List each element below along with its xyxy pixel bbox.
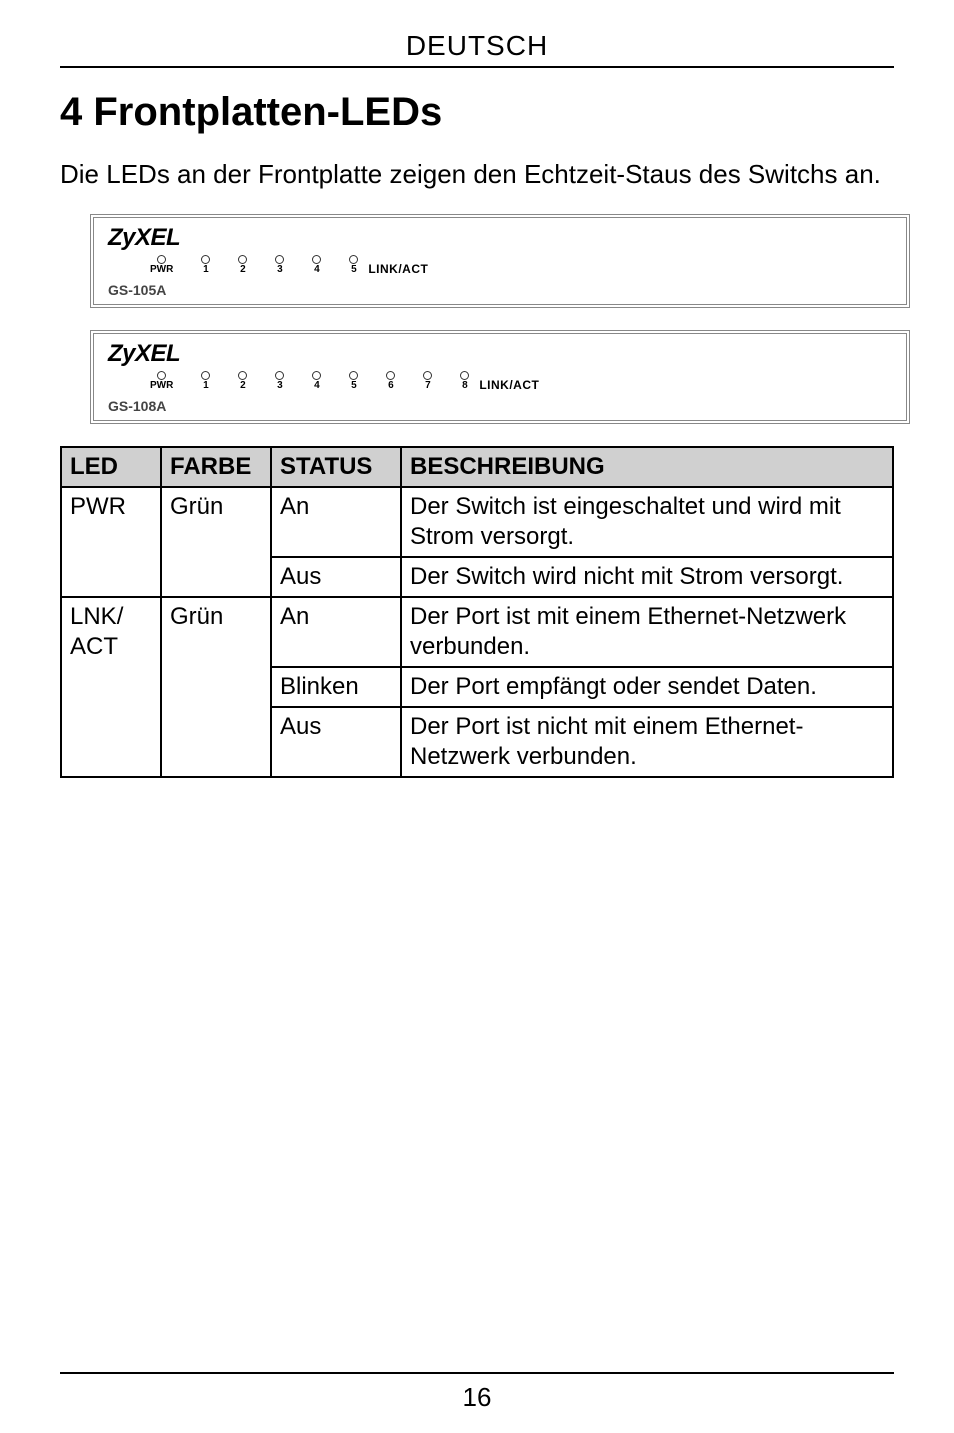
table-row: LNK/ ACT Grün An Der Port ist mit einem … xyxy=(61,597,893,667)
port-number: 4 xyxy=(314,381,320,391)
cell-status: An xyxy=(271,597,401,667)
port-number: 7 xyxy=(425,381,431,391)
table-header-row: LED FARBE STATUS BESCHREIBUNG xyxy=(61,447,893,487)
pwr-led: PWR xyxy=(150,255,173,275)
led-dot-icon xyxy=(157,371,166,380)
port-number: 2 xyxy=(240,265,246,275)
led-row: PWR 1 2 3 4 5 6 7 8 LINK/ACT xyxy=(108,366,892,396)
led-dot-icon xyxy=(312,371,321,380)
port-led: 8 xyxy=(460,371,469,391)
model-label: GS-108A xyxy=(108,398,892,414)
panel-logo: ZyXEL xyxy=(108,340,892,368)
led-dot-icon xyxy=(460,371,469,380)
led-dot-icon xyxy=(201,371,210,380)
port-led: 1 xyxy=(201,255,210,275)
device-panel-gs105a: ZyXEL PWR 1 2 3 4 5 LINK/ACT GS-105A xyxy=(90,214,910,308)
port-number: 1 xyxy=(203,381,209,391)
th-led: LED xyxy=(61,447,161,487)
port-number: 3 xyxy=(277,265,283,275)
cell-led: LNK/ ACT xyxy=(61,597,161,777)
cell-farbe: Grün xyxy=(161,487,271,597)
port-led: 5 xyxy=(349,255,358,275)
device-panel-gs108a: ZyXEL PWR 1 2 3 4 5 6 7 8 LINK/ACT GS-108A xyxy=(90,330,910,424)
port-leds: 1 2 3 4 5 6 7 8 xyxy=(201,371,469,391)
cell-status: Blinken xyxy=(271,667,401,707)
page-footer: 16 xyxy=(0,1372,954,1413)
th-status: STATUS xyxy=(271,447,401,487)
port-led: 2 xyxy=(238,255,247,275)
port-leds: 1 2 3 4 5 xyxy=(201,255,358,275)
pwr-label: PWR xyxy=(150,265,173,275)
port-number: 4 xyxy=(314,265,320,275)
cell-desc: Der Port ist nicht mit einem Ethernet-Ne… xyxy=(401,707,893,777)
port-number: 5 xyxy=(351,381,357,391)
cell-status: An xyxy=(271,487,401,557)
th-farbe: FARBE xyxy=(161,447,271,487)
led-row: PWR 1 2 3 4 5 LINK/ACT xyxy=(108,250,892,280)
led-dot-icon xyxy=(157,255,166,264)
link-act-label: LINK/ACT xyxy=(368,262,428,276)
cell-desc: Der Port empfängt oder sendet Daten. xyxy=(401,667,893,707)
led-dot-icon xyxy=(201,255,210,264)
section-heading: 4 Frontplatten-LEDs xyxy=(60,90,894,135)
port-number: 8 xyxy=(462,381,468,391)
section-title: Frontplatten-LEDs xyxy=(93,90,442,134)
led-dot-icon xyxy=(312,255,321,264)
port-led: 7 xyxy=(423,371,432,391)
port-led: 4 xyxy=(312,255,321,275)
port-led: 3 xyxy=(275,255,284,275)
port-led: 4 xyxy=(312,371,321,391)
port-led: 2 xyxy=(238,371,247,391)
header-language: DEUTSCH xyxy=(60,30,894,62)
led-dot-icon xyxy=(238,371,247,380)
port-led: 1 xyxy=(201,371,210,391)
th-beschreibung: BESCHREIBUNG xyxy=(401,447,893,487)
pwr-label: PWR xyxy=(150,381,173,391)
cell-desc: Der Switch ist eingeschaltet und wird mi… xyxy=(401,487,893,557)
port-led: 5 xyxy=(349,371,358,391)
cell-desc: Der Switch wird nicht mit Strom versorgt… xyxy=(401,557,893,597)
port-led: 3 xyxy=(275,371,284,391)
cell-status: Aus xyxy=(271,707,401,777)
port-number: 3 xyxy=(277,381,283,391)
port-number: 6 xyxy=(388,381,394,391)
led-dot-icon xyxy=(423,371,432,380)
cell-status: Aus xyxy=(271,557,401,597)
page-header: DEUTSCH xyxy=(60,30,894,68)
cell-led: PWR xyxy=(61,487,161,597)
pwr-led: PWR xyxy=(150,371,173,391)
port-number: 1 xyxy=(203,265,209,275)
intro-text: Die LEDs an der Frontplatte zeigen den E… xyxy=(60,157,894,192)
link-act-label: LINK/ACT xyxy=(479,378,539,392)
led-dot-icon xyxy=(349,371,358,380)
cell-desc: Der Port ist mit einem Ethernet-Netzwerk… xyxy=(401,597,893,667)
led-dot-icon xyxy=(275,371,284,380)
led-dot-icon xyxy=(238,255,247,264)
section-number: 4 xyxy=(60,90,82,134)
model-label: GS-105A xyxy=(108,282,892,298)
port-number: 5 xyxy=(351,265,357,275)
panel-logo: ZyXEL xyxy=(108,224,892,252)
page-number: 16 xyxy=(60,1372,894,1413)
led-dot-icon xyxy=(386,371,395,380)
led-dot-icon xyxy=(275,255,284,264)
table-row: PWR Grün An Der Switch ist eingeschaltet… xyxy=(61,487,893,557)
led-description-table: LED FARBE STATUS BESCHREIBUNG PWR Grün A… xyxy=(60,446,894,778)
led-dot-icon xyxy=(349,255,358,264)
port-led: 6 xyxy=(386,371,395,391)
port-number: 2 xyxy=(240,381,246,391)
cell-farbe: Grün xyxy=(161,597,271,777)
